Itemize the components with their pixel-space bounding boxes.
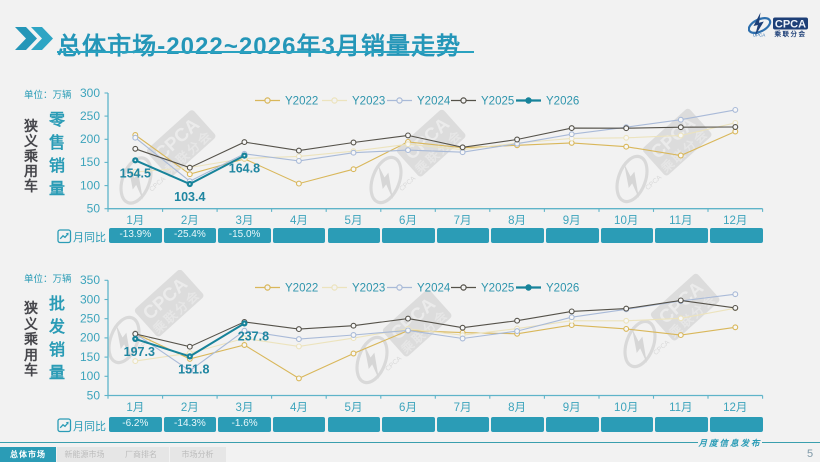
- svg-text:300: 300: [80, 292, 100, 306]
- svg-text:12月: 12月: [723, 402, 747, 414]
- svg-text:Y2025: Y2025: [481, 283, 514, 295]
- svg-text:11月: 11月: [669, 402, 692, 414]
- svg-text:6月: 6月: [399, 402, 417, 414]
- svg-text:7月: 7月: [454, 215, 472, 227]
- svg-text:8月: 8月: [508, 215, 526, 227]
- svg-text:12月: 12月: [723, 215, 747, 227]
- svg-text:4月: 4月: [290, 215, 308, 227]
- svg-text:乘联分会: 乘联分会: [774, 29, 807, 38]
- svg-text:300: 300: [80, 86, 100, 100]
- svg-text:3月: 3月: [235, 215, 253, 227]
- svg-text:50: 50: [87, 388, 101, 402]
- svg-text:Y2025: Y2025: [481, 96, 514, 108]
- svg-text:2月: 2月: [181, 402, 199, 414]
- svg-text:Y2022: Y2022: [285, 96, 318, 108]
- svg-text:9月: 9月: [563, 402, 581, 414]
- svg-text:CPCA: CPCA: [753, 33, 766, 38]
- svg-text:200: 200: [80, 132, 100, 146]
- svg-text:103.4: 103.4: [174, 190, 205, 204]
- svg-text:10月: 10月: [614, 215, 638, 227]
- svg-text:10月: 10月: [614, 402, 638, 414]
- svg-text:Y2026: Y2026: [546, 96, 579, 108]
- svg-text:1月: 1月: [126, 402, 144, 414]
- svg-text:100: 100: [80, 178, 100, 192]
- svg-text:50: 50: [87, 202, 101, 216]
- svg-text:3月: 3月: [235, 402, 253, 414]
- svg-text:2月: 2月: [181, 215, 199, 227]
- svg-text:100: 100: [80, 369, 100, 383]
- svg-text:154.5: 154.5: [120, 166, 151, 180]
- svg-text:237.8: 237.8: [238, 329, 269, 343]
- svg-text:5月: 5月: [345, 402, 363, 414]
- svg-text:9月: 9月: [563, 215, 581, 227]
- svg-text:250: 250: [80, 312, 100, 326]
- svg-text:350: 350: [80, 273, 100, 287]
- svg-text:7月: 7月: [454, 402, 472, 414]
- svg-text:150: 150: [80, 350, 100, 364]
- svg-text:Y2023: Y2023: [352, 283, 385, 295]
- svg-text:Y2024: Y2024: [417, 96, 451, 108]
- svg-text:200: 200: [80, 331, 100, 345]
- svg-text:Y2022: Y2022: [285, 283, 318, 295]
- svg-text:250: 250: [80, 109, 100, 123]
- svg-text:197.3: 197.3: [124, 345, 155, 359]
- svg-text:CPCA: CPCA: [775, 18, 806, 30]
- svg-text:164.8: 164.8: [229, 162, 260, 176]
- svg-text:6月: 6月: [399, 215, 417, 227]
- svg-text:4月: 4月: [290, 402, 308, 414]
- svg-text:Y2026: Y2026: [546, 283, 579, 295]
- svg-text:Y2023: Y2023: [352, 96, 385, 108]
- svg-text:5月: 5月: [345, 215, 363, 227]
- svg-text:8月: 8月: [508, 402, 526, 414]
- svg-text:11月: 11月: [669, 215, 692, 227]
- svg-text:Y2024: Y2024: [417, 283, 451, 295]
- svg-text:1月: 1月: [126, 215, 144, 227]
- svg-text:151.8: 151.8: [178, 362, 209, 376]
- svg-text:150: 150: [80, 155, 100, 169]
